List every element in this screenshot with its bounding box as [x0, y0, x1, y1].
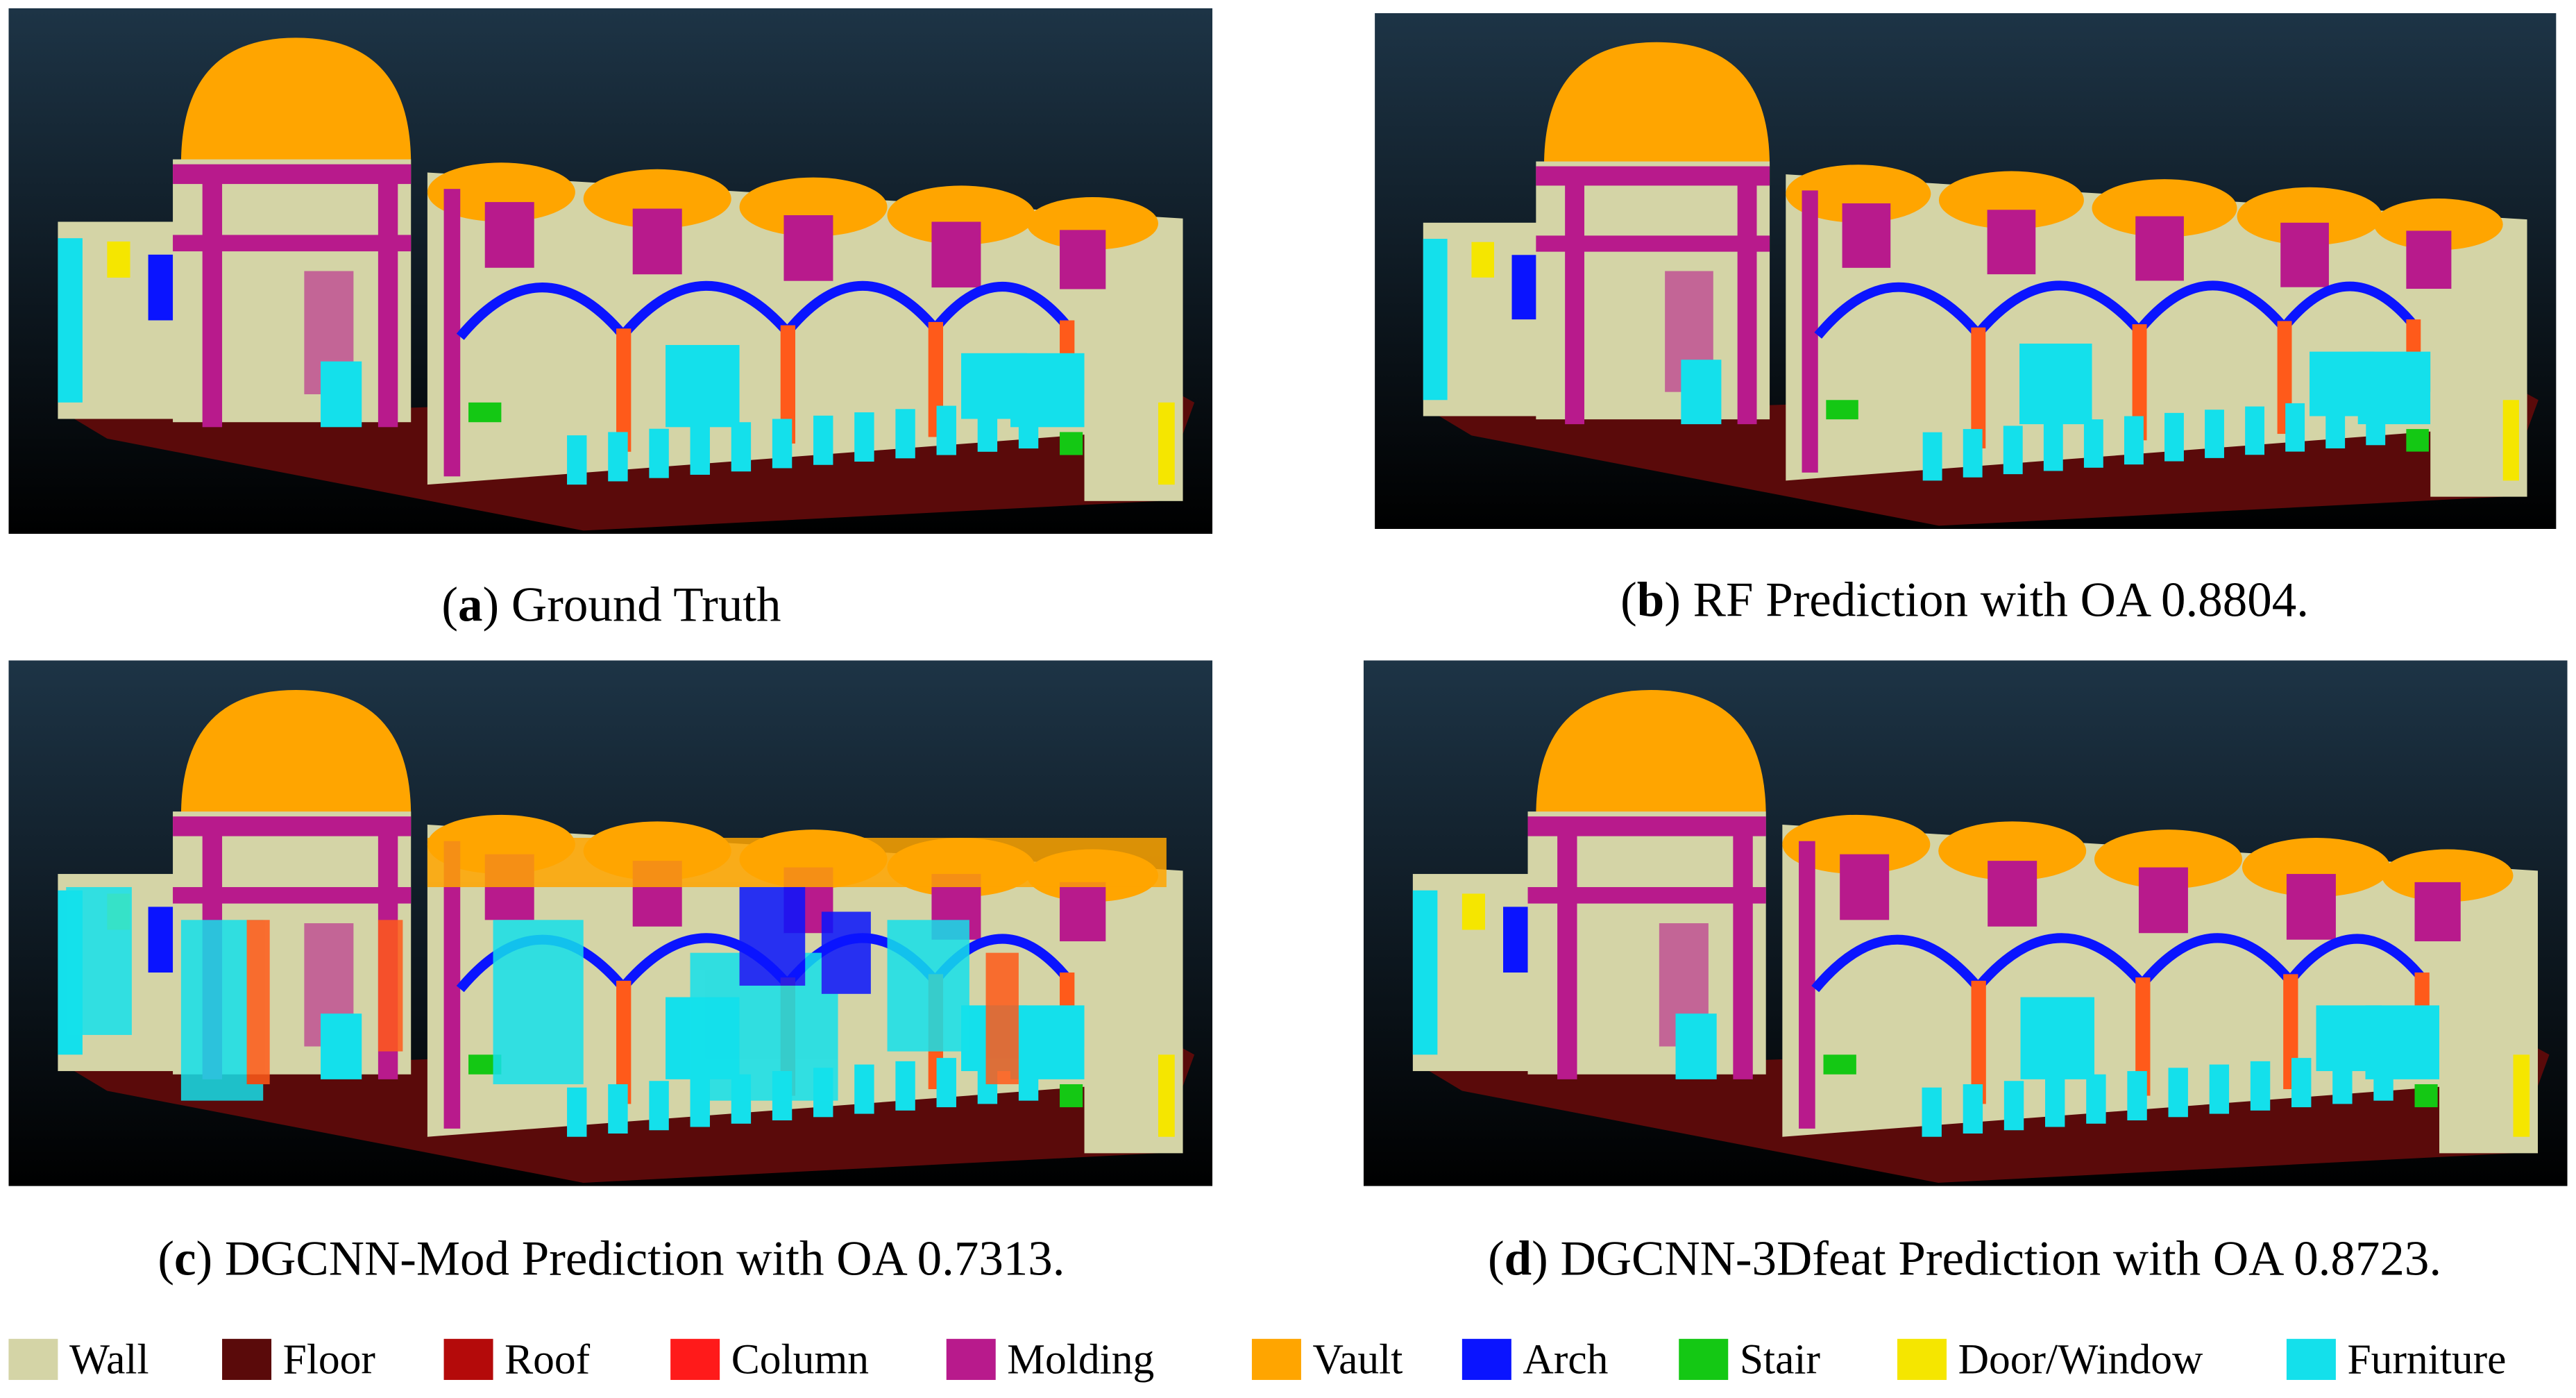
legend-swatch: [670, 1338, 720, 1380]
legend-swatch: [1679, 1338, 1729, 1380]
legend-swatch: [1251, 1338, 1301, 1380]
caption-text: ) Ground Truth: [483, 578, 781, 632]
noise-patch: [246, 920, 270, 1084]
legend-label: Door/Window: [1958, 1336, 2203, 1383]
legend-label: Column: [731, 1336, 869, 1383]
legend-swatch: [222, 1338, 272, 1380]
noise-patch: [378, 920, 403, 1052]
legend-swatch: [443, 1338, 493, 1380]
noise-patch: [66, 886, 132, 1035]
panel-caption: (b) RF Prediction with OA 0.8804.: [1620, 573, 2309, 627]
panel-letter: b: [1637, 573, 1664, 627]
noise-patch: [739, 886, 806, 986]
legend-swatch: [946, 1338, 996, 1380]
point-cloud-view: [8, 8, 1212, 534]
panel-caption: (c) DGCNN-Mod Prediction with OA 0.7313.: [158, 1232, 1065, 1286]
panel-letter: c: [174, 1232, 196, 1286]
legend-label: Vault: [1312, 1336, 1403, 1383]
noise-overlay: [66, 837, 1167, 1101]
legend-label: Arch: [1523, 1336, 1608, 1383]
legend-label: Roof: [505, 1336, 591, 1383]
legend-swatch: [1897, 1338, 1947, 1380]
legend-label: Furniture: [2347, 1336, 2506, 1383]
point-cloud-view: [1364, 660, 2568, 1186]
caption-text: (: [158, 1232, 174, 1286]
caption-text: (: [441, 578, 458, 632]
legend-swatch: [1461, 1338, 1511, 1380]
legend-label: Wall: [69, 1336, 149, 1383]
noise-patch: [985, 952, 1019, 1084]
legend-label: Molding: [1007, 1336, 1154, 1383]
noise-patch: [493, 920, 584, 1084]
caption-text: ) RF Prediction with OA 0.8804.: [1664, 573, 2309, 627]
panel-caption: (a) Ground Truth: [441, 578, 781, 632]
panel-letter: d: [1505, 1232, 1532, 1286]
caption-text: ) DGCNN-Mod Prediction with OA 0.7313.: [196, 1232, 1065, 1286]
panel-letter: a: [458, 578, 482, 632]
noise-patch: [887, 920, 969, 1052]
point-cloud-view: [1375, 13, 2556, 529]
legend-swatch: [2286, 1338, 2336, 1380]
noise-patch: [427, 837, 1167, 887]
legend-swatch: [8, 1338, 58, 1380]
noise-patch: [821, 911, 871, 994]
legend-label: Floor: [283, 1336, 375, 1383]
caption-text: (: [1488, 1232, 1505, 1286]
caption-text: ) DGCNN-3Dfeat Prediction with OA 0.8723…: [1532, 1232, 2441, 1286]
legend-label: Stair: [1740, 1336, 1820, 1383]
panel-caption: (d) DGCNN-3Dfeat Prediction with OA 0.87…: [1488, 1232, 2441, 1286]
caption-text: (: [1620, 573, 1637, 627]
